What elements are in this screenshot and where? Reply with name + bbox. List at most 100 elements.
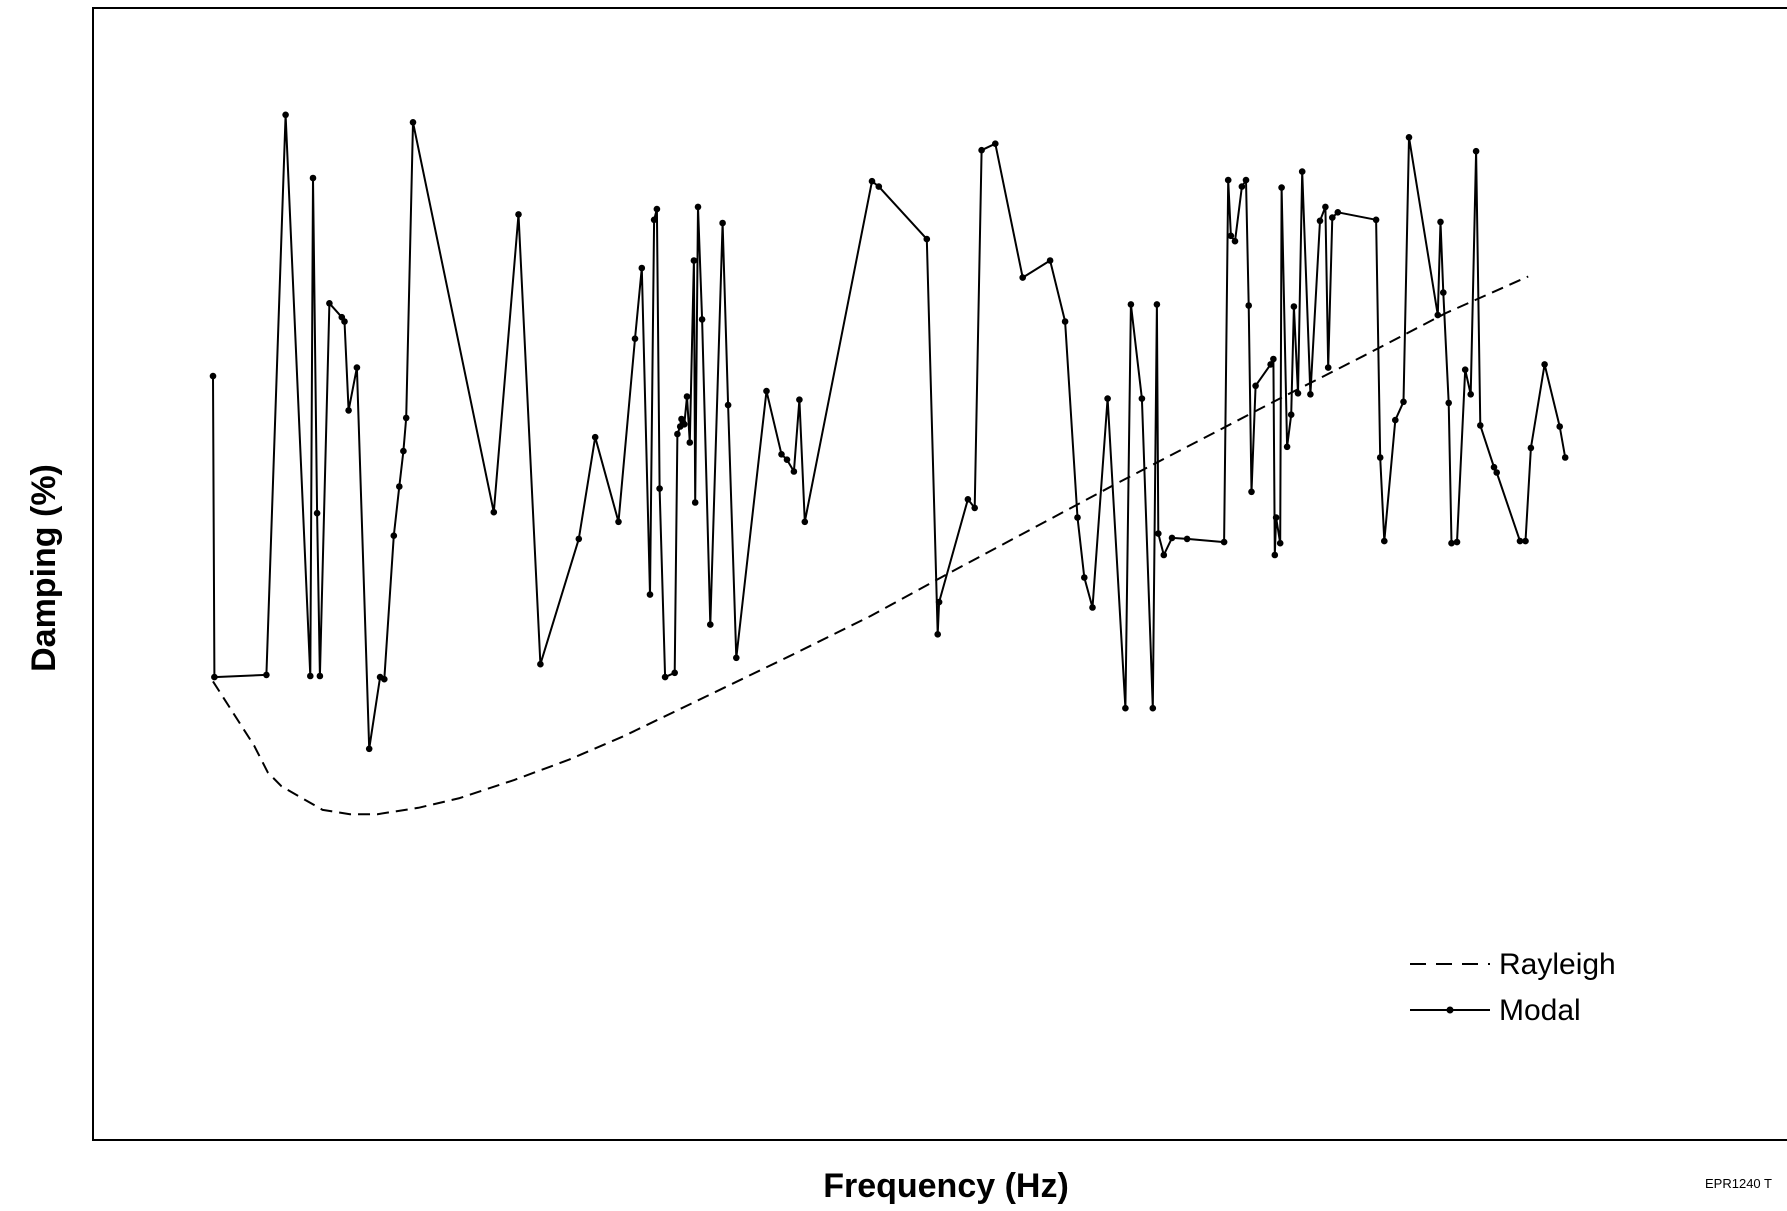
data-point-modal [1316, 217, 1324, 225]
data-point-modal [1168, 534, 1176, 542]
data-point-modal [1516, 537, 1524, 545]
data-point-modal [615, 518, 622, 526]
data-point-modal [1561, 454, 1569, 461]
data-point-modal [934, 631, 941, 638]
data-point-modal [801, 518, 809, 526]
data-point-modal [1472, 147, 1480, 155]
data-point-modal [1081, 574, 1088, 581]
data-point-modal [1160, 551, 1168, 559]
data-point-modal [1381, 537, 1388, 545]
data-point-modal [409, 119, 417, 126]
figure-id: EPR1240 T [1705, 1176, 1772, 1191]
data-point-modal [964, 496, 972, 503]
data-point-modal [1329, 214, 1336, 221]
data-point-modal [686, 439, 694, 446]
data-point-modal [1298, 168, 1306, 175]
data-point-modal [1074, 514, 1081, 521]
legend-modal-marker [1446, 1006, 1454, 1014]
data-point-modal [1490, 463, 1498, 471]
data-point-modal [1272, 514, 1280, 521]
data-point-modal [1493, 469, 1500, 476]
data-point-modal [390, 532, 398, 539]
series-line-modal [212, 113, 1567, 750]
data-point-modal [400, 447, 407, 455]
data-point-modal [690, 257, 698, 264]
data-point-modal [1294, 390, 1302, 397]
data-point-modal [1556, 423, 1563, 430]
data-point-modal [638, 264, 646, 272]
data-point-modal [353, 364, 361, 371]
data-point-modal [1270, 355, 1277, 363]
data-point-modal [1322, 203, 1329, 211]
data-point-modal [1245, 302, 1252, 309]
data-point-modal [683, 393, 691, 400]
data-point-modal [1153, 301, 1161, 308]
data-point-modal [1445, 399, 1452, 407]
data-point-modal [515, 211, 522, 218]
data-point-modal [396, 483, 403, 490]
legend-modal-label: Modal [1499, 994, 1581, 1027]
series-line-rayleigh [212, 275, 1529, 816]
data-point-modal [1248, 488, 1255, 496]
x-axis-title: Frequency (Hz) [823, 1167, 1069, 1205]
data-point-modal [537, 660, 544, 668]
data-point-modal [402, 414, 410, 422]
data-point-modal [1405, 134, 1413, 141]
data-point-modal [1046, 257, 1054, 264]
data-point-modal [490, 508, 498, 516]
y-axis-title: Damping (%) [25, 464, 63, 672]
data-point-modal [783, 456, 791, 464]
legend: Rayleigh Modal [1410, 948, 1616, 1027]
data-point-modal [1183, 535, 1191, 543]
data-point-modal [211, 673, 218, 681]
data-point-modal [671, 669, 678, 677]
data-point-modal [778, 451, 785, 458]
data-point-modal [653, 205, 661, 213]
data-point-modal [1276, 539, 1284, 547]
data-point-modal [1220, 538, 1228, 546]
data-point-modal [631, 335, 639, 343]
data-point-modal [694, 203, 702, 211]
data-point-modal [1440, 289, 1447, 296]
data-point-modal [1127, 301, 1135, 308]
data-point-modal [1522, 537, 1529, 545]
data-point-modal [1376, 454, 1384, 461]
data-point-modal [1019, 274, 1026, 281]
data-point-modal [1271, 551, 1279, 559]
data-point-modal [1252, 382, 1259, 390]
data-point-modal [1477, 422, 1484, 429]
data-point-modal [691, 499, 699, 506]
data-point-modal [681, 421, 688, 428]
data-point-modal [1467, 391, 1474, 398]
data-point-modal [1267, 361, 1274, 368]
data-point-modal [1527, 444, 1535, 452]
data-point-modal [1061, 318, 1069, 325]
series-layer [209, 111, 1569, 816]
data-point-modal [1149, 704, 1157, 712]
data-point-modal [674, 430, 681, 438]
data-point-modal [698, 316, 706, 323]
data-point-modal [1278, 184, 1285, 191]
data-point-modal [345, 407, 352, 414]
data-point-modal [381, 675, 388, 683]
data-point-modal [1392, 416, 1399, 424]
data-point-modal [978, 146, 985, 154]
data-point-modal [1089, 604, 1096, 611]
data-point-modal [661, 673, 669, 681]
data-point-modal [923, 235, 931, 243]
data-point-modal [646, 591, 654, 598]
data-point-modal [763, 387, 770, 395]
data-point-modal [1461, 366, 1469, 374]
data-point-modal [263, 671, 270, 679]
data-point-modal [282, 111, 289, 119]
data-point-modal [1290, 303, 1298, 310]
data-point-modal [309, 174, 317, 182]
data-point-modal [733, 654, 740, 662]
data-point-modal [1434, 311, 1442, 319]
data-point-modal [1437, 218, 1444, 226]
data-point-modal [1242, 176, 1250, 184]
data-point-modal [971, 504, 978, 512]
data-point-modal [307, 672, 314, 680]
data-point-modal [1448, 539, 1455, 547]
